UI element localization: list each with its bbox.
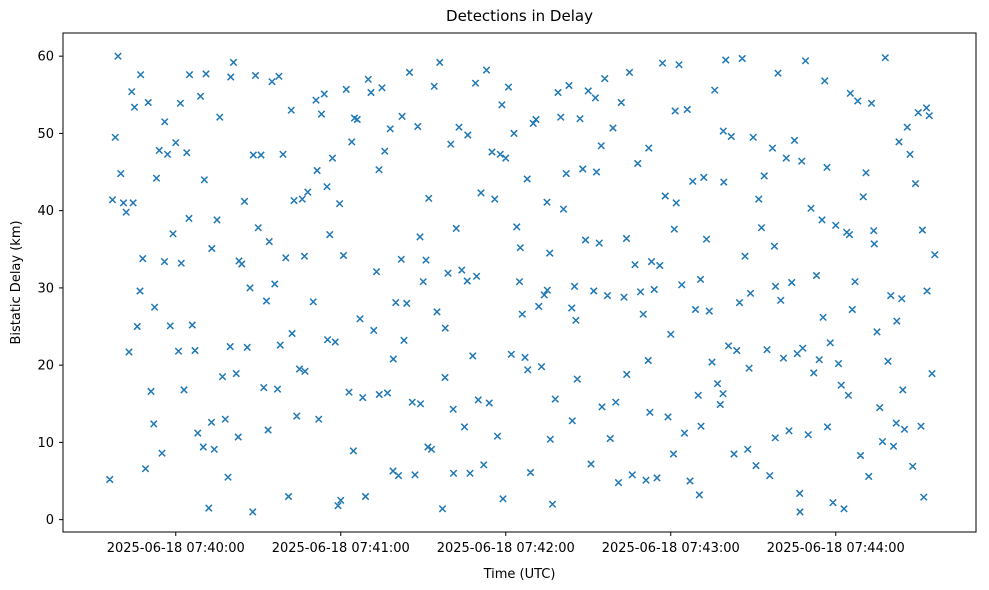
y-tick-label: 60 bbox=[37, 50, 54, 65]
y-tick-label: 30 bbox=[37, 281, 54, 296]
axes-box bbox=[62, 32, 977, 533]
x-marker-path bbox=[105, 52, 939, 516]
x-tick-marks bbox=[175, 532, 837, 536]
x-tick-label: 2025-06-18 07:41:00 bbox=[272, 541, 410, 556]
chart-title: Detections in Delay bbox=[446, 7, 593, 25]
scatter-points bbox=[105, 52, 939, 516]
x-tick-label: 2025-06-18 07:43:00 bbox=[602, 541, 740, 556]
y-tick-label: 10 bbox=[37, 436, 54, 451]
y-tick-label: 0 bbox=[46, 513, 54, 528]
x-tick-labels: 2025-06-18 07:40:00 2025-06-18 07:41:00 20… bbox=[107, 541, 905, 556]
x-tick-label: 2025-06-18 07:40:00 bbox=[107, 541, 245, 556]
y-tick-label: 40 bbox=[37, 204, 54, 219]
x-tick-label: 2025-06-18 07:42:00 bbox=[437, 541, 575, 556]
x-tick-label: 2025-06-18 07:44:00 bbox=[767, 541, 905, 556]
y-axis-label: Bistatic Delay (km) bbox=[9, 220, 24, 344]
y-tick-label: 20 bbox=[37, 359, 54, 374]
y-tick-labels: 0 10 20 30 40 50 60 bbox=[37, 50, 54, 528]
y-tick-marks bbox=[59, 55, 63, 521]
y-tick-label: 50 bbox=[37, 127, 54, 142]
x-axis-label: Time (UTC) bbox=[483, 567, 556, 582]
